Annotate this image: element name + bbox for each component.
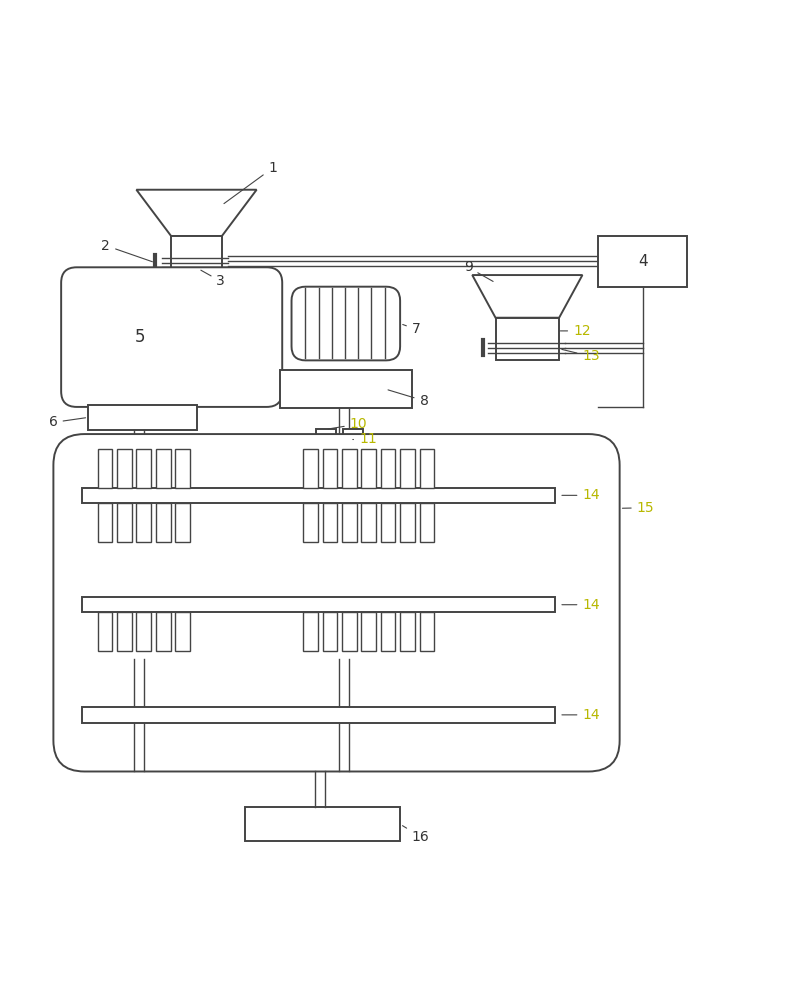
Bar (400, 612, 415, 651)
Text: 9: 9 (464, 260, 493, 281)
Bar (82, 488, 555, 503)
Bar (82, 597, 555, 612)
Bar (342, 503, 356, 542)
Text: 1: 1 (224, 161, 277, 204)
Bar (361, 449, 376, 488)
Bar (156, 503, 170, 542)
FancyBboxPatch shape (292, 287, 400, 360)
Bar (342, 449, 356, 488)
Text: 10: 10 (328, 417, 368, 431)
Bar (303, 503, 318, 542)
Bar (316, 429, 336, 450)
Bar (156, 449, 170, 488)
Bar (98, 449, 112, 488)
Text: 3: 3 (201, 270, 225, 288)
Bar (598, 236, 687, 287)
Bar (322, 449, 337, 488)
Bar (137, 449, 151, 488)
Text: 13: 13 (562, 349, 600, 363)
Bar (117, 612, 132, 651)
Bar (98, 503, 112, 542)
Text: 8: 8 (388, 390, 428, 408)
Bar (322, 612, 337, 651)
Bar (342, 612, 356, 651)
Bar (303, 612, 318, 651)
Text: 4: 4 (638, 254, 648, 269)
Bar (322, 503, 337, 542)
Polygon shape (137, 190, 257, 236)
Bar (361, 503, 376, 542)
Bar (400, 503, 415, 542)
Text: 12: 12 (561, 324, 591, 338)
Bar (343, 429, 363, 450)
Text: 5: 5 (135, 328, 145, 346)
Bar (419, 612, 434, 651)
Bar (280, 370, 412, 408)
Bar (117, 449, 132, 488)
Bar (82, 707, 555, 723)
Bar (381, 503, 395, 542)
Text: 11: 11 (353, 432, 377, 446)
Bar (117, 503, 132, 542)
Bar (361, 612, 376, 651)
Text: 14: 14 (562, 708, 600, 722)
Text: 2: 2 (102, 239, 153, 262)
Bar (419, 503, 434, 542)
FancyBboxPatch shape (61, 267, 282, 407)
Bar (419, 449, 434, 488)
Bar (137, 503, 151, 542)
Bar (156, 612, 170, 651)
Bar (303, 449, 318, 488)
Bar (98, 612, 112, 651)
Bar (495, 318, 559, 360)
Bar (400, 449, 415, 488)
Bar (381, 612, 395, 651)
Text: 15: 15 (622, 501, 654, 515)
Text: 14: 14 (562, 598, 600, 612)
Text: 16: 16 (402, 826, 430, 844)
Bar (171, 236, 221, 275)
Bar (175, 612, 190, 651)
Text: 7: 7 (402, 322, 420, 336)
Bar (175, 449, 190, 488)
Text: 6: 6 (48, 415, 86, 429)
Bar (245, 807, 400, 841)
Bar (137, 612, 151, 651)
Bar (88, 405, 197, 430)
FancyBboxPatch shape (53, 434, 620, 771)
Bar (381, 449, 395, 488)
Bar (175, 503, 190, 542)
Text: 14: 14 (562, 488, 600, 502)
Polygon shape (472, 275, 583, 318)
